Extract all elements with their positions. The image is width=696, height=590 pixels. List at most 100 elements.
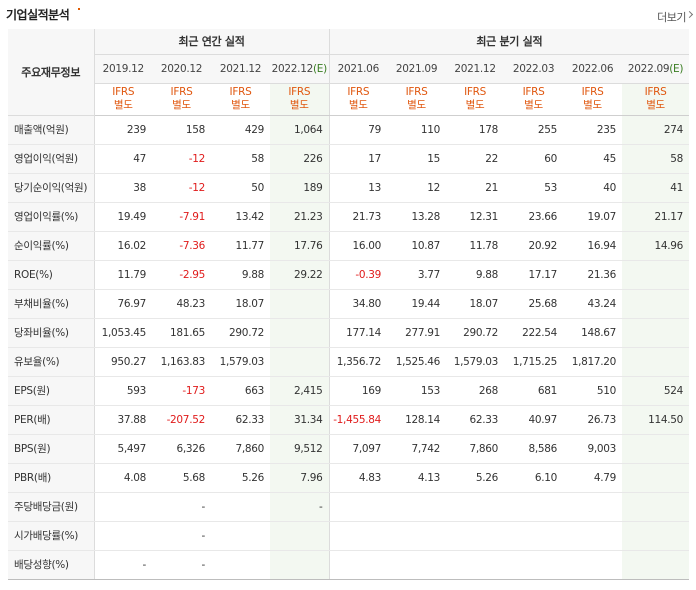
table-cell [622,288,690,319]
table-cell: 76.97 [94,288,152,319]
table-cell: 1,817.20 [563,347,623,377]
table-cell: -207.52 [152,405,211,435]
table-cell: -7.91 [152,201,211,232]
table-cell: 37.88 [94,405,152,435]
table-cell [446,550,505,580]
table-row: 당기순이익(억원) 38 -12 50 189 13 12 21 53 40 41 [8,173,690,203]
section-header: 기업실적분석 더보기 [0,0,696,28]
basis-standard: IFRS [464,86,486,98]
table-cell [270,318,330,348]
table-cell: 16.02 [94,231,152,261]
table-cell: 110 [387,115,447,145]
period-label: 2020.12 [160,62,203,75]
row-label: ROE(%) [8,260,95,290]
table-cell [211,521,270,551]
table-cell: 5.68 [152,463,211,493]
table-row: 영업이익률(%) 19.49 -7.91 13.42 21.23 21.73 13.28 12… [8,201,690,232]
table-cell [387,550,447,580]
table-cell: 1,356.72 [328,347,388,377]
row-label: PER(배) [8,405,95,435]
table-cell: 5.26 [446,463,505,493]
basis-type: 별도 [348,99,368,111]
table-cell: 128.14 [387,405,447,435]
row-label: 영업이익률(%) [8,201,95,232]
table-cell: 1,715.25 [504,347,564,377]
table-cell: 7,097 [328,434,388,464]
period-header: 2022.06 [563,54,623,84]
accounting-basis: IFRS 별도 [504,83,564,116]
table-cell: 177.14 [328,318,388,348]
table-cell: 60 [504,144,564,174]
basis-type: 별도 [524,99,543,111]
financial-summary-table: 주요재무정보 최근 연간 실적 최근 분기 실적 2019.12 2020.12 2… [8,29,690,580]
table-cell [504,550,564,580]
table-cell: 23.66 [504,201,564,232]
table-cell [270,347,330,377]
table-cell: 9.88 [446,260,505,290]
table-cell [622,260,690,290]
period-header: 2021.12 [211,54,270,84]
row-label: 배당성향(%) [8,550,95,580]
accounting-basis: IFRS 별도 [270,83,330,116]
more-link[interactable]: 더보기 [657,11,686,24]
table-cell: 4.83 [328,463,388,493]
table-cell: 4.79 [563,463,623,493]
table-cell [504,521,564,551]
table-cell: 34.80 [328,288,388,319]
group-quarter-header: 최근 분기 실적 [328,29,690,55]
table-cell [328,521,388,551]
table-cell [387,491,447,522]
basis-type: 별도 [289,99,309,111]
table-row: EPS(원) 593 -173 663 2,415 169 153 268 681 510 524 [8,375,690,406]
table-cell: 274 [622,115,690,145]
table-row: 당좌비율(%) 1,053.45 181.65 290.72 177.14 277.91 2… [8,318,690,348]
table-row: 순이익률(%) 16.02 -7.36 11.77 17.76 16.00 10.87 11.… [8,231,690,261]
table-cell: 5,497 [94,434,152,464]
estimate-mark: (E) [669,62,684,75]
table-cell: 255 [504,115,564,145]
period-header: 2019.12 [94,54,152,84]
table-cell: 114.50 [622,405,690,435]
period-header: 2022.09(E) [622,54,690,84]
period-label: 2021.09 [395,62,438,75]
table-cell: 9.88 [211,260,270,290]
table-cell: 2,415 [270,375,330,406]
table-cell: 16.94 [563,231,623,261]
table-cell: 21 [446,173,505,203]
table-cell: 1,163.83 [152,347,211,377]
period-header: 2020.12 [152,54,211,84]
row-label: BPS(원) [8,434,95,464]
row-label: 부채비율(%) [8,288,95,319]
chevron-right-icon[interactable] [685,10,694,19]
table-cell [270,521,330,551]
table-cell: 40.97 [504,405,564,435]
table-cell: 50 [211,173,270,203]
table-cell: 593 [94,375,152,406]
table-cell: 681 [504,375,564,406]
basis-type: 별도 [583,99,602,111]
table-cell: 26.73 [563,405,623,435]
table-cell: 268 [446,375,505,406]
table-cell: -7.36 [152,231,211,261]
table-cell: 11.79 [94,260,152,290]
basis-type: 별도 [231,99,250,111]
basis-standard: IFRS [522,86,545,98]
table-cell: 153 [387,375,447,406]
table-cell: 19.44 [387,288,447,319]
basis-standard: IFRS [405,86,428,98]
table-cell: -12 [152,173,211,203]
row-label: 영업이익(억원) [8,144,95,174]
table-cell: 45 [563,144,623,174]
row-label: 매출액(억원) [8,115,95,145]
period-label: 2021.06 [337,62,380,75]
period-header: 2022.03 [504,54,564,84]
table-cell: 277.91 [387,318,447,348]
table-cell: 11.78 [446,231,505,261]
table-cell [622,521,690,551]
table-cell: 13 [328,173,388,203]
group-annual-header: 최근 연간 실적 [94,29,330,55]
table-cell: 7.96 [270,463,330,493]
accounting-basis: IFRS 별도 [94,83,152,116]
table-cell: 21.17 [622,201,690,232]
table-cell: 226 [270,144,330,174]
